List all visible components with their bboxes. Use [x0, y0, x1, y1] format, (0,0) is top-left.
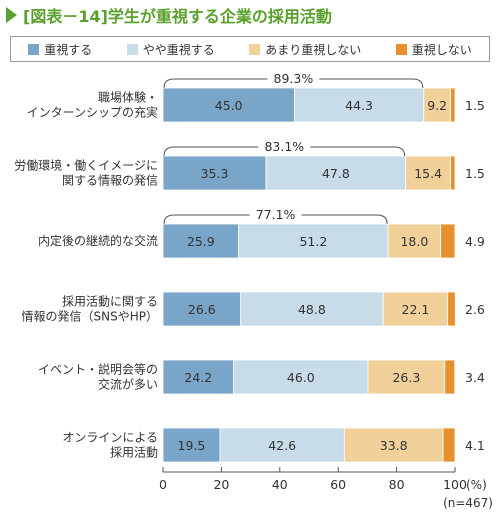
bar-segment-1-0	[162, 155, 267, 191]
legend-item-1: やや重視する	[126, 41, 215, 58]
data-label-0-3: 1.5	[465, 98, 485, 113]
data-label-5-2: 33.8	[380, 438, 408, 453]
data-label-4-1: 46.0	[287, 370, 315, 385]
bar-segment-4-1	[233, 359, 369, 395]
bracket-label-0: 89.3%	[274, 71, 314, 86]
category-label-5: オンラインによる採用活動	[62, 431, 158, 460]
data-label-1-2: 15.4	[414, 166, 442, 181]
data-label-5-1: 42.6	[268, 438, 296, 453]
x-tick-label-1: 20	[213, 477, 229, 492]
data-label-3-0: 26.6	[188, 302, 216, 317]
bar-segment-3-0	[162, 291, 242, 327]
legend-label-1: やや重視する	[142, 42, 215, 57]
legend-item-2: あまり重視しない	[249, 41, 361, 58]
category-label-2: 内定後の継続的な交流	[38, 233, 158, 248]
legend: 重視する やや重視する あまり重視しない 重視しない	[10, 36, 490, 62]
x-tick-label-2: 40	[272, 477, 288, 492]
category-label-0: 職場体験・インターンシップの充実	[27, 90, 158, 120]
data-label-0-1: 44.3	[345, 98, 373, 113]
legend-swatch-1	[126, 43, 138, 55]
stacked-bar-chart: 職場体験・インターンシップの充実 45.0 44.3 9.2 1.5 89.3% 労働環境・…	[14, 71, 493, 510]
bar-segment-2-3	[440, 223, 456, 259]
x-tick-label-0: 0	[159, 477, 167, 492]
bar-segment-5-2	[343, 427, 444, 463]
category-label-line: 内定後の継続的な交流	[38, 233, 158, 248]
category-label-line: イベント・説明会等の	[38, 362, 158, 377]
bar-segment-1-2	[405, 155, 452, 191]
category-label-4: イベント・説明会等の交流が多い	[38, 362, 158, 392]
data-label-1-0: 35.3	[201, 166, 229, 181]
category-label-3: 採用活動に関する情報の発信（SNSやHP）	[22, 295, 158, 324]
x-tick-label-5: 100	[443, 477, 467, 492]
legend-label-2: あまり重視しない	[265, 42, 362, 57]
x-unit-label: (%)	[466, 478, 487, 492]
category-label-line: 採用活動に関する	[62, 295, 158, 309]
data-label-4-3: 3.4	[465, 370, 485, 385]
legend-label-3: 重視しない	[411, 42, 472, 57]
category-label-1: 労働環境・働くイメージに関する情報の発信	[14, 158, 158, 188]
bar-segment-3-2	[382, 291, 449, 327]
x-tick-label-4: 80	[389, 477, 405, 492]
data-label-2-2: 18.0	[400, 234, 428, 249]
bracket-label-2: 77.1%	[256, 207, 296, 222]
bar-segment-4-3	[444, 359, 456, 395]
bar-segment-3-1	[240, 291, 384, 327]
category-label-line: 採用活動	[110, 446, 158, 460]
bar-segment-0-0	[162, 87, 295, 123]
data-label-5-0: 19.5	[178, 438, 206, 453]
category-label-line: 労働環境・働くイメージに	[14, 158, 158, 173]
bar-segment-0-1	[293, 87, 425, 123]
bracket-2	[163, 214, 388, 225]
data-label-4-2: 26.3	[392, 370, 420, 385]
category-label-line: 交流が多い	[98, 377, 158, 392]
legend-label-0: 重視する	[44, 42, 93, 57]
category-label-line: 情報の発信（SNSやHP）	[22, 310, 158, 324]
figure-title-text: [図表－14]学生が重視する企業の採用活動	[23, 7, 332, 26]
data-label-1-1: 47.8	[322, 166, 350, 181]
figure-title: [図表－14]学生が重視する企業の採用活動	[6, 4, 332, 26]
x-tick-label-3: 60	[330, 477, 346, 492]
data-label-0-2: 9.2	[427, 98, 447, 113]
legend-swatch-0	[28, 43, 40, 55]
data-label-3-3: 2.6	[465, 302, 485, 317]
bar-segment-2-2	[387, 223, 442, 259]
title-triangle-icon	[6, 7, 17, 23]
category-label-line: 関する情報の発信	[62, 174, 158, 188]
legend-swatch-3	[395, 43, 407, 55]
bar-segment-4-0	[162, 359, 235, 395]
legend-swatch-2	[249, 43, 261, 55]
data-label-2-0: 25.9	[187, 234, 215, 249]
data-label-1-3: 1.5	[465, 166, 485, 181]
data-label-4-0: 24.2	[184, 370, 212, 385]
bracket-0	[163, 78, 424, 89]
data-label-3-1: 48.8	[298, 302, 326, 317]
bar-segment-3-3	[447, 291, 456, 327]
bar-segment-5-1	[219, 427, 345, 463]
bar-segment-0-2	[423, 87, 452, 123]
bracket-1	[163, 146, 406, 157]
bar-segment-5-3	[442, 427, 456, 463]
category-label-line: インターンシップの充実	[27, 105, 158, 120]
sample-size-note: (n=467)	[443, 496, 493, 510]
data-label-0-0: 45.0	[215, 98, 243, 113]
data-label-5-3: 4.1	[465, 438, 485, 453]
legend-item-0: 重視する	[28, 41, 92, 58]
data-label-2-1: 51.2	[299, 234, 327, 249]
bar-segment-0-3	[450, 87, 456, 123]
bar-segment-1-3	[450, 155, 456, 191]
category-label-line: オンラインによる	[62, 431, 158, 445]
category-label-line: 職場体験・	[98, 90, 158, 105]
data-label-2-3: 4.9	[465, 234, 485, 249]
bracket-label-1: 83.1%	[264, 139, 304, 154]
legend-item-3: 重視しない	[395, 41, 472, 58]
data-label-3-2: 22.1	[402, 302, 430, 317]
